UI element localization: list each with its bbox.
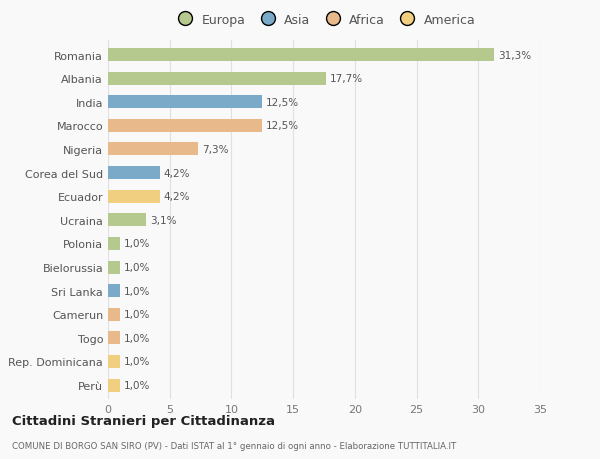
Bar — [108, 331, 121, 345]
Bar — [108, 214, 146, 227]
Text: 4,2%: 4,2% — [164, 168, 190, 178]
Text: 12,5%: 12,5% — [266, 98, 299, 107]
Legend: Europa, Asia, Africa, America: Europa, Asia, Africa, America — [167, 9, 481, 32]
Bar — [108, 96, 262, 109]
Text: 1,0%: 1,0% — [124, 380, 151, 390]
Bar — [108, 190, 160, 203]
Text: 4,2%: 4,2% — [164, 192, 190, 202]
Bar — [108, 237, 121, 250]
Text: 12,5%: 12,5% — [266, 121, 299, 131]
Bar — [108, 143, 198, 156]
Bar — [108, 120, 262, 133]
Text: 7,3%: 7,3% — [202, 145, 229, 155]
Text: COMUNE DI BORGO SAN SIRO (PV) - Dati ISTAT al 1° gennaio di ogni anno - Elaboraz: COMUNE DI BORGO SAN SIRO (PV) - Dati IST… — [12, 441, 456, 450]
Text: 3,1%: 3,1% — [150, 215, 176, 225]
Text: 1,0%: 1,0% — [124, 357, 151, 367]
Text: 17,7%: 17,7% — [330, 74, 363, 84]
Bar — [108, 73, 326, 85]
Bar — [108, 285, 121, 297]
Text: 31,3%: 31,3% — [498, 50, 531, 61]
Bar — [108, 308, 121, 321]
Text: 1,0%: 1,0% — [124, 286, 151, 296]
Bar — [108, 379, 121, 392]
Text: 1,0%: 1,0% — [124, 263, 151, 273]
Bar — [108, 355, 121, 368]
Bar — [108, 167, 160, 179]
Bar — [108, 261, 121, 274]
Text: 1,0%: 1,0% — [124, 309, 151, 319]
Text: 1,0%: 1,0% — [124, 333, 151, 343]
Text: 1,0%: 1,0% — [124, 239, 151, 249]
Bar — [108, 49, 494, 62]
Text: Cittadini Stranieri per Cittadinanza: Cittadini Stranieri per Cittadinanza — [12, 414, 275, 427]
